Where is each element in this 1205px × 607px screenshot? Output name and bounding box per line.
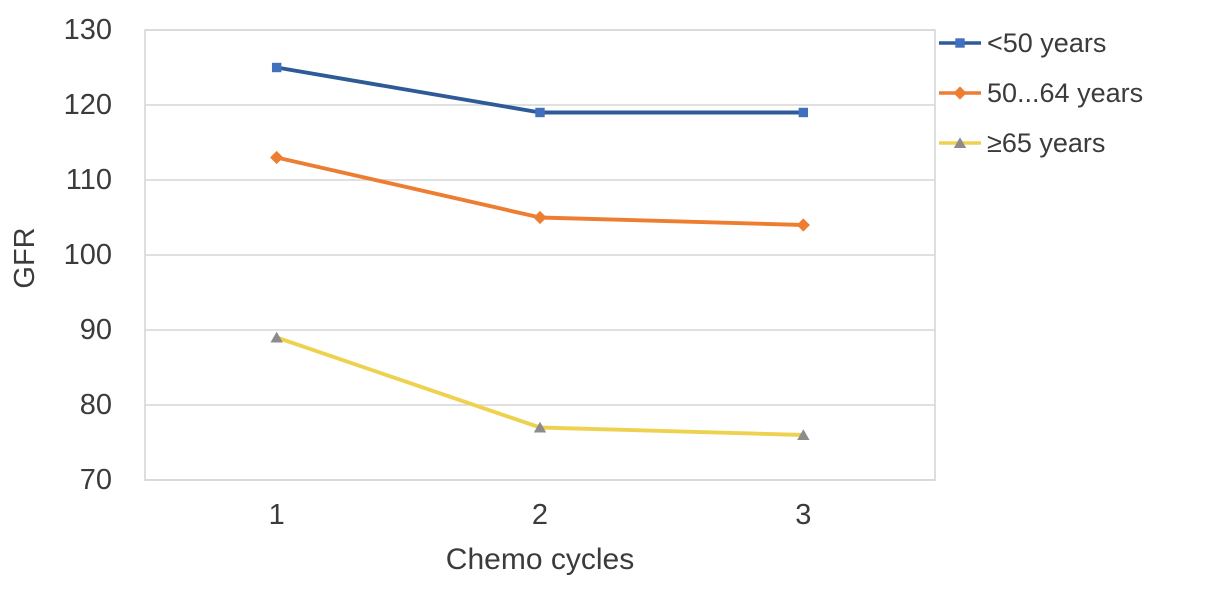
legend-item: <50 years	[938, 18, 1143, 68]
y-tick-label: 100	[63, 239, 112, 271]
legend-item: 50...64 years	[938, 68, 1143, 118]
y-tick-label: 80	[79, 389, 112, 421]
legend-label: ≥65 years	[987, 127, 1106, 158]
series-marker-triangle	[533, 421, 547, 433]
series-marker-diamond	[533, 210, 547, 225]
legend-label: <50 years	[987, 27, 1107, 58]
y-tick-label: 70	[79, 464, 112, 496]
series-marker-square	[535, 107, 545, 118]
x-tick-label: 3	[795, 499, 812, 531]
legend-label: 50...64 years	[987, 77, 1144, 108]
legend: <50 years 50...64 years ≥65 years	[938, 18, 1143, 168]
series-marker-triangle	[797, 429, 810, 440]
series-marker-square	[271, 62, 282, 73]
series-marker-square	[798, 107, 809, 118]
legend-marker-triangle	[939, 137, 981, 148]
y-tick-label: 110	[65, 164, 112, 196]
plot-border	[144, 29, 936, 481]
y-tick-label: 130	[63, 14, 112, 46]
series-marker-diamond	[270, 150, 284, 165]
x-tick-label: 1	[268, 499, 285, 531]
series-line	[274, 335, 806, 437]
series-marker-diamond	[796, 218, 810, 232]
y-tick-label: 90	[79, 314, 112, 346]
series-marker-triangle	[270, 331, 283, 343]
legend-marker-diamond	[939, 86, 981, 100]
x-tick-label: 2	[531, 499, 549, 531]
y-tick-label: 120	[63, 89, 112, 121]
x-axis-title: Chemo cycles	[445, 543, 635, 576]
legend-item: ≥65 years	[938, 118, 1143, 168]
legend-marker-square	[939, 38, 981, 48]
y-axis-title: GFR	[9, 227, 41, 289]
